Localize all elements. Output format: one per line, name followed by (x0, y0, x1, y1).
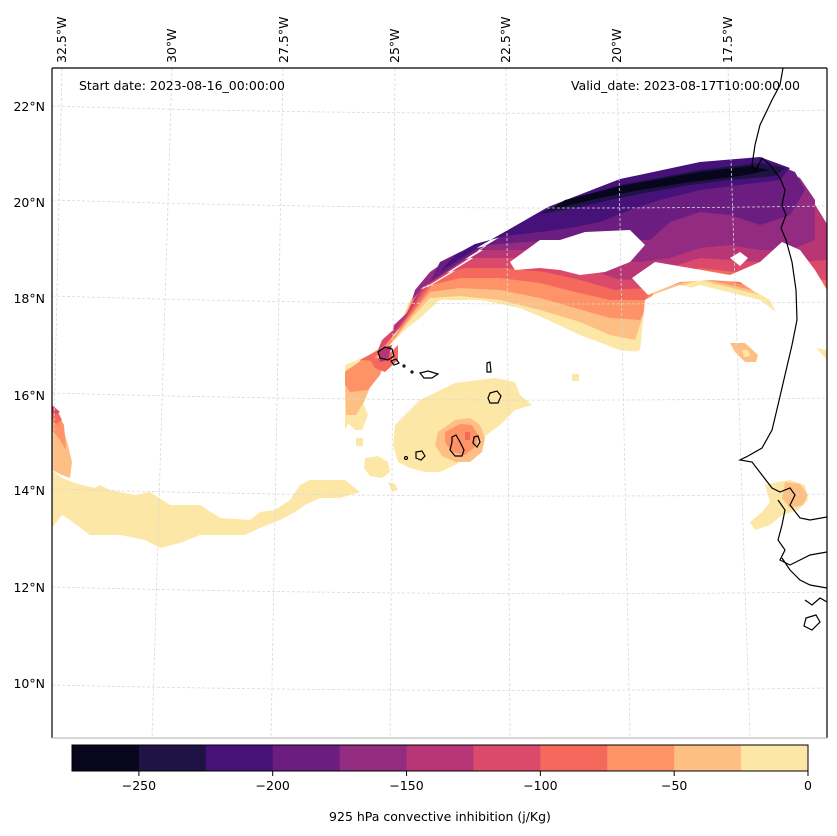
gap-southcenter (355, 285, 720, 410)
cv-fragment-2 (388, 482, 398, 492)
coast-cape-verde-maio (487, 390, 502, 404)
gridlines (52, 68, 827, 738)
colorbar-bin (272, 745, 341, 771)
coast-cape-verde-sal-area (418, 370, 440, 379)
colorbar-tick-label: −250 (122, 778, 156, 793)
southwest-band (52, 405, 360, 548)
coast-cape-verde-sao-vicente (390, 358, 400, 366)
colorbar-bin (138, 745, 207, 771)
coast-cape-verde-santiago (449, 434, 465, 457)
gridline-lon-17.5 (727, 68, 751, 738)
contour-north-m200 (430, 158, 805, 282)
coast-cape-verde-boa-vista (486, 361, 492, 373)
colorbar-outline (71, 744, 809, 772)
cv-fragment-1 (364, 456, 390, 478)
gridline-lon-32.5 (52, 68, 63, 521)
coast-cape-verde-fogo (472, 435, 481, 448)
gap-west (510, 230, 645, 275)
coast-africa-mauritania (738, 68, 827, 521)
colorbar: −250 −200 −150 −100 −50 0 925 hPa convective … (71, 744, 812, 824)
coast-cape-verde-brava (415, 450, 426, 461)
colorbar-bin (406, 745, 474, 771)
colorbar-bin (473, 745, 541, 771)
gridline-lon-30 (151, 68, 173, 738)
patch-east-inner (742, 350, 750, 357)
gridline-lat-16 (52, 392, 827, 401)
lat-label: 10°N (13, 676, 45, 691)
lat-label: 12°N (13, 580, 45, 595)
lon-label: 17.5°W (720, 17, 735, 63)
gridline-lon-20 (616, 68, 631, 738)
colorbar-bin (607, 745, 675, 771)
colorbar-bin (72, 745, 140, 771)
colorbar-bin (540, 745, 608, 771)
start-date-label: Start date: 2023-08-16_00:00:00 (79, 78, 285, 93)
gridline-lat-12 (52, 586, 827, 595)
colorbar-tick-label: −50 (661, 778, 687, 793)
contour-north-m225 (440, 157, 790, 272)
longitude-labels: 32.5°W 30°W 27.5°W 25°W 22.5°W 20°W 17.5… (54, 17, 735, 63)
gridline-lat-10 (52, 684, 827, 691)
coastlines (377, 68, 827, 631)
contour-north-m275 (550, 166, 770, 210)
colorbar-bin (674, 745, 742, 771)
lon-label: 32.5°W (54, 17, 69, 63)
colorbar-tick-label: 0 (804, 778, 812, 793)
contour-fills (52, 157, 827, 548)
lon-label: 27.5°W (276, 17, 291, 63)
coast-cape-verde-islet (403, 455, 409, 461)
gridline-lon-25 (389, 68, 396, 738)
coast-cape-verde-santo-antao (377, 346, 395, 361)
colorbar-tick-label: −150 (389, 778, 423, 793)
coast-africa-gambia-guinea (777, 499, 827, 631)
gap-center (632, 242, 827, 350)
cv-contour-m75 (465, 432, 470, 440)
lon-label: 30°W (164, 28, 179, 63)
gridline-lon-27.5 (270, 68, 284, 738)
lon-label: 22.5°W (498, 17, 513, 63)
sw-contour-weakest (52, 470, 360, 548)
valid-date-label: Valid_date: 2023-08-17T10:00:00.00 (571, 78, 800, 93)
gridline-lat-14 (52, 488, 827, 497)
cv-fragment-3 (572, 374, 579, 381)
gridline-lon-22.5 (505, 68, 511, 738)
colorbar-bin (741, 745, 809, 771)
lon-label: 20°W (609, 28, 624, 63)
colorbar-ticks: −250 −200 −150 −100 −50 0 (122, 771, 812, 793)
lat-label: 14°N (13, 483, 45, 498)
colorbar-label: 925 hPa convective inhibition (j/Kg) (329, 809, 551, 824)
sw-contour-m100 (52, 405, 60, 415)
cv-fragment-4 (356, 438, 363, 446)
colorbar-bins (72, 745, 809, 771)
latitude-labels: 22°N 20°N 18°N 16°N 14°N 12°N 10°N (13, 99, 45, 691)
lat-label: 16°N (13, 388, 45, 403)
colorbar-tick-label: −200 (256, 778, 290, 793)
lon-label: 25°W (387, 28, 402, 63)
colorbar-bin (205, 745, 274, 771)
cape-verde-patch (356, 374, 579, 492)
lat-label: 20°N (13, 195, 45, 210)
colorbar-bin (339, 745, 408, 771)
gridline-lat-22 (52, 105, 827, 114)
coast-islet-3 (410, 370, 414, 374)
lat-label: 22°N (13, 99, 45, 114)
coast-islet-2 (402, 364, 406, 368)
gridline-lat-18 (52, 295, 827, 305)
lat-label: 18°N (13, 291, 45, 306)
gridline-lat-20 (52, 199, 827, 209)
cv-contour-m50 (445, 424, 478, 455)
colorbar-tick-label: −100 (523, 778, 557, 793)
